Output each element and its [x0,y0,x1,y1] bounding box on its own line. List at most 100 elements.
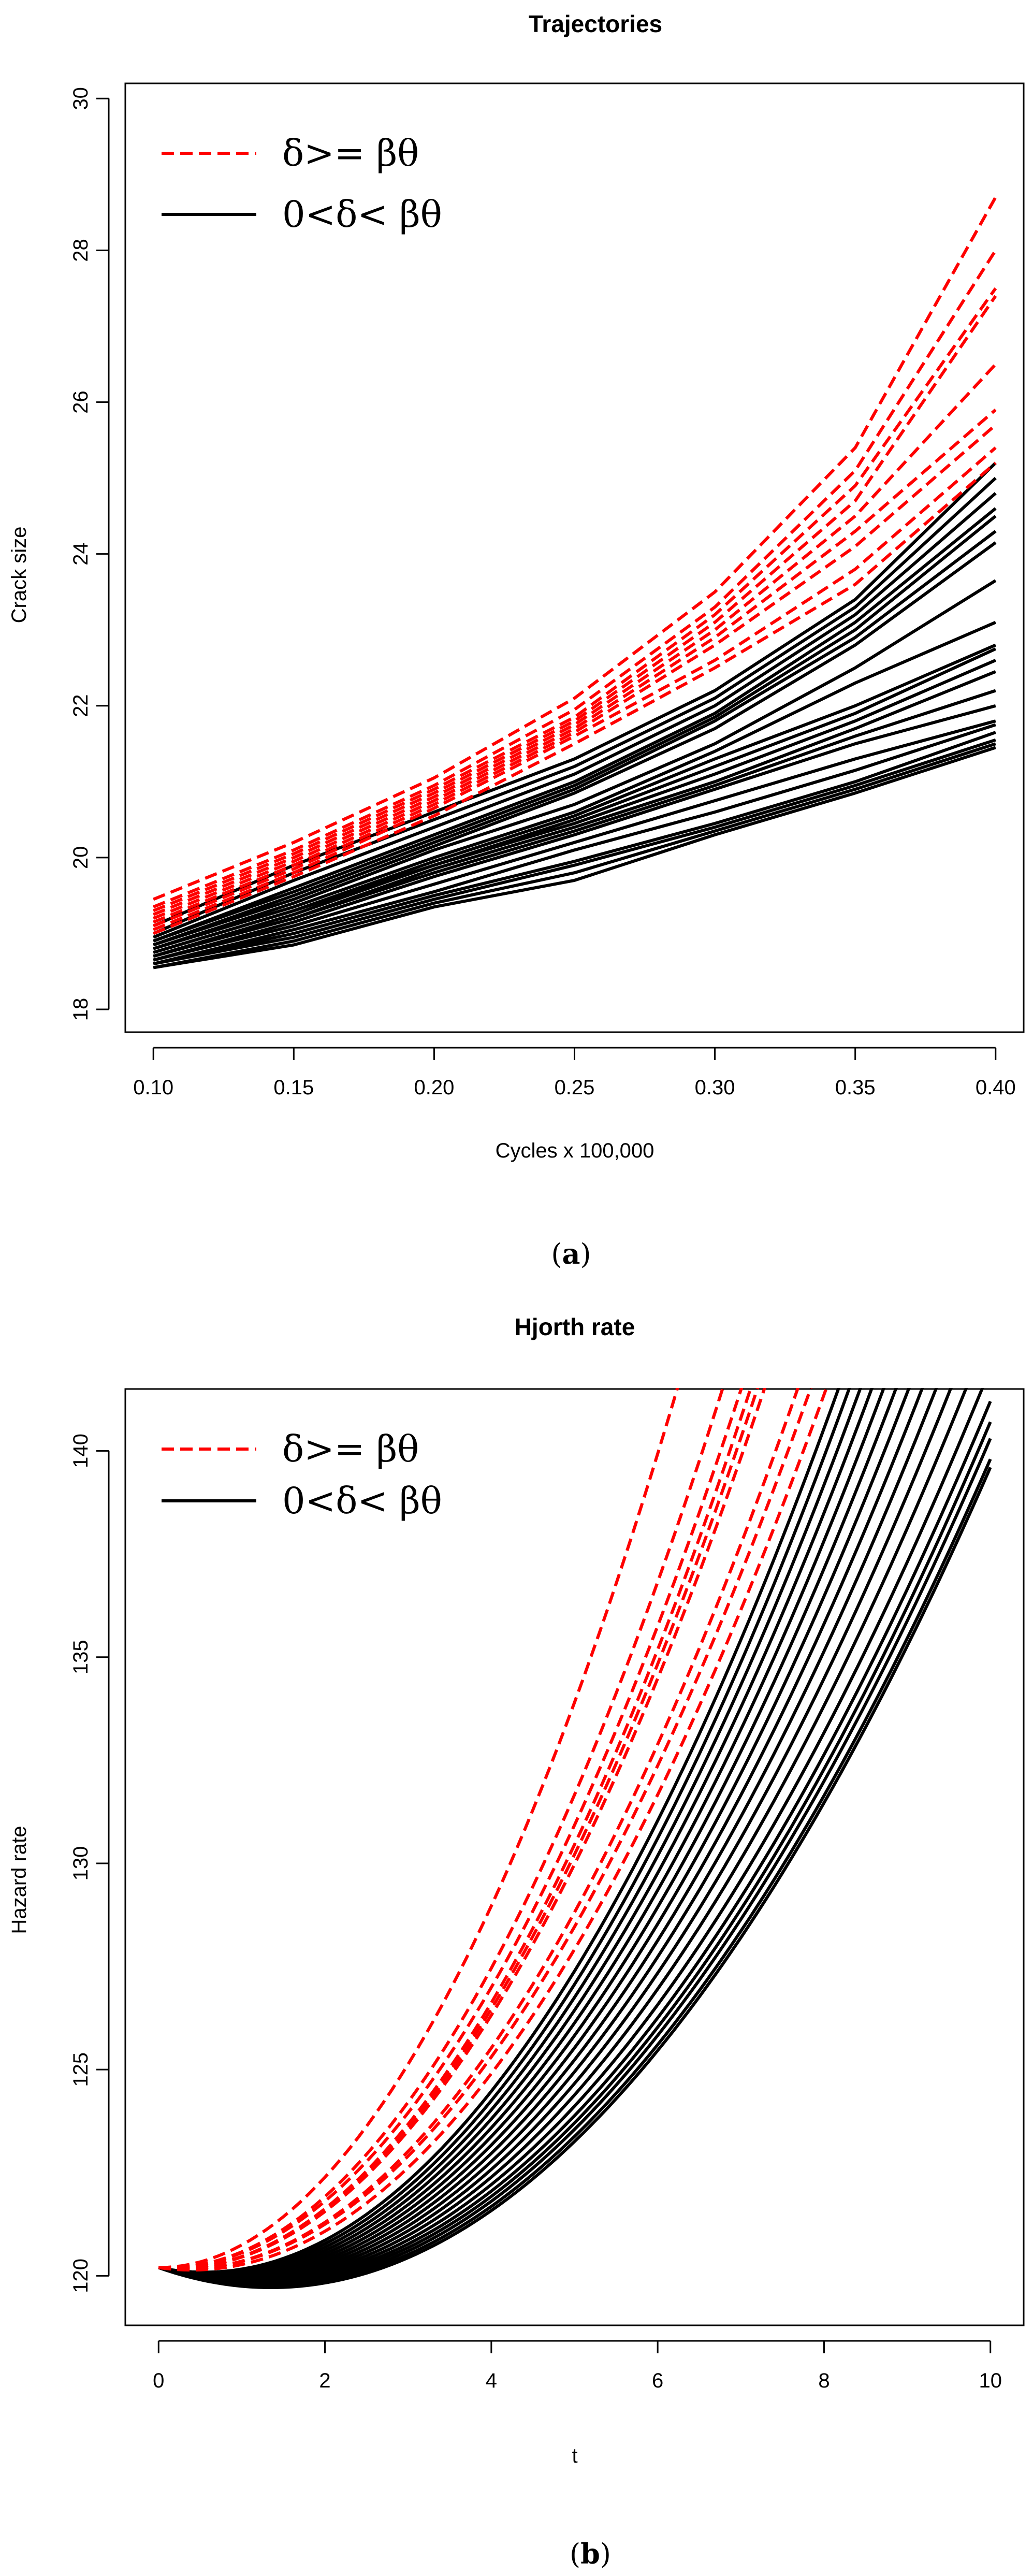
x-tick-label: 0.20 [414,1076,454,1099]
series-line-red-dashed [153,249,997,908]
series-line-black-solid [153,507,997,943]
series-line-black-solid [158,1421,992,2285]
series-line-black-solid [158,1388,874,2276]
panel-a-y-axis: 18 20 22 24 26 28 30 [69,87,110,1021]
series-line-red-dashed [153,287,997,913]
series-line-red-dashed [153,408,997,924]
panel-b-legend-label-red: δ>= βθ [282,1428,419,1470]
y-tick-label: 18 [69,998,92,1021]
y-tick-label: 125 [69,2052,92,2087]
x-tick-label: 0.15 [273,1076,314,1099]
series-line-black-solid [158,1388,984,2283]
series-line-black-solid [153,515,997,943]
x-tick-label: 0 [153,2369,164,2392]
x-tick-label: 0.25 [555,1076,595,1099]
series-line-red-dashed [153,295,997,916]
y-tick-label: 26 [69,390,92,414]
series-line-black-solid [153,579,997,950]
series-line-red-dashed [153,363,997,920]
series-line-black-solid [153,530,997,947]
y-tick-label: 20 [69,846,92,870]
series-line-black-solid [153,647,997,954]
panel-b-caption: (b) [570,2537,611,2570]
series-line-black-solid [153,738,996,966]
y-tick-label: 120 [69,2259,92,2293]
series-line-black-solid [153,731,996,966]
series-line-red-dashed [153,461,997,935]
series-line-black-solid [158,1438,992,2286]
series-line-red-dashed [153,446,997,931]
panel-a: Trajectories 0.10 0.15 0.20 0.25 0.30 0.35 0.4… [8,10,1025,1270]
series-line-red-dashed [158,1388,679,2269]
series-line-black-solid [158,1388,863,2276]
series-line-black-solid [158,1388,851,2275]
x-tick-label: 2 [319,2369,330,2392]
x-tick-label: 6 [652,2369,663,2392]
series-line-black-solid [153,746,996,969]
series-line-black-solid [158,1388,898,2278]
series-line-black-solid [153,704,996,962]
y-tick-label: 22 [69,694,92,718]
series-line-black-solid [153,719,996,962]
x-tick-label: 0.30 [695,1076,735,1099]
panel-a-legend-label-red: δ>= βθ [282,132,419,175]
series-line-black-solid [153,659,996,958]
series-line-black-solid [158,1388,886,2277]
series-line-red-dashed [158,1388,828,2272]
series-line-black-solid [153,742,996,969]
y-tick-label: 135 [69,1640,92,1674]
panel-a-x-label: Cycles x 100,000 [496,1139,654,1162]
panel-b-title: Hjorth rate [515,1313,635,1340]
series-line-red-dashed [158,1388,766,2270]
series-line-black-solid [153,723,996,966]
panel-a-plot-frame [124,82,1025,1033]
series-line-red-dashed [153,424,997,928]
panel-b-x-label: t [572,2444,577,2467]
series-line-black-solid [153,541,997,947]
series-line-black-solid [158,1388,968,2282]
series-line-red-dashed [158,1388,813,2271]
panel-a-x-axis: 0.10 0.15 0.20 0.25 0.30 0.35 0.40 [133,1047,1016,1099]
series-line-black-solid [153,620,996,950]
panel-a-series [153,196,997,969]
panel-b-x-axis: 0 2 4 6 8 10 [153,2340,1002,2392]
series-line-black-solid [158,1467,992,2289]
y-tick-label: 140 [69,1434,92,1468]
series-line-red-dashed [153,196,997,901]
x-tick-label: 0.10 [133,1076,173,1099]
panel-b-plot-frame [124,1388,1025,2326]
y-tick-label: 24 [69,542,92,566]
series-line-black-solid [158,1388,911,2279]
panel-b-y-label: Hazard rate [8,1826,31,1934]
series-line-black-solid [158,1458,992,2288]
panel-a-title: Trajectories [529,10,662,37]
x-tick-label: 8 [818,2369,830,2392]
panel-b-y-axis: 120 125 130 135 140 [69,1434,110,2293]
series-line-black-solid [158,1400,992,2284]
x-tick-label: 0.40 [976,1076,1016,1099]
series-line-red-dashed [158,1388,725,2269]
x-tick-label: 4 [486,2369,497,2392]
y-tick-label: 130 [69,1846,92,1881]
series-line-black-solid [158,1388,953,2282]
series-line-black-solid [153,492,997,939]
series-line-black-solid [158,1388,938,2281]
y-tick-label: 30 [69,87,92,110]
series-line-black-solid [158,1388,924,2280]
x-tick-label: 0.35 [835,1076,876,1099]
panel-a-y-label: Crack size [8,527,31,624]
series-line-black-solid [153,689,996,958]
panel-b: Hjorth rate 0 2 4 6 8 10 120 125 130 135 140 t Ha… [8,1313,1025,2570]
series-line-red-dashed [158,1388,744,2269]
panel-b-series [158,1388,992,2289]
x-tick-label: 10 [979,2369,1002,2392]
y-tick-label: 28 [69,239,92,262]
panel-b-legend: δ>= βθ 0<δ< βθ [162,1428,442,1522]
series-line-black-solid [158,1388,841,2274]
panel-a-legend-label-black: 0<δ< βθ [282,193,442,236]
panel-a-caption: (a) [551,1237,591,1270]
panel-a-legend: δ>= βθ 0<δ< βθ [162,132,442,236]
panel-b-legend-label-black: 0<δ< βθ [282,1480,442,1522]
series-line-red-dashed [158,1388,753,2270]
